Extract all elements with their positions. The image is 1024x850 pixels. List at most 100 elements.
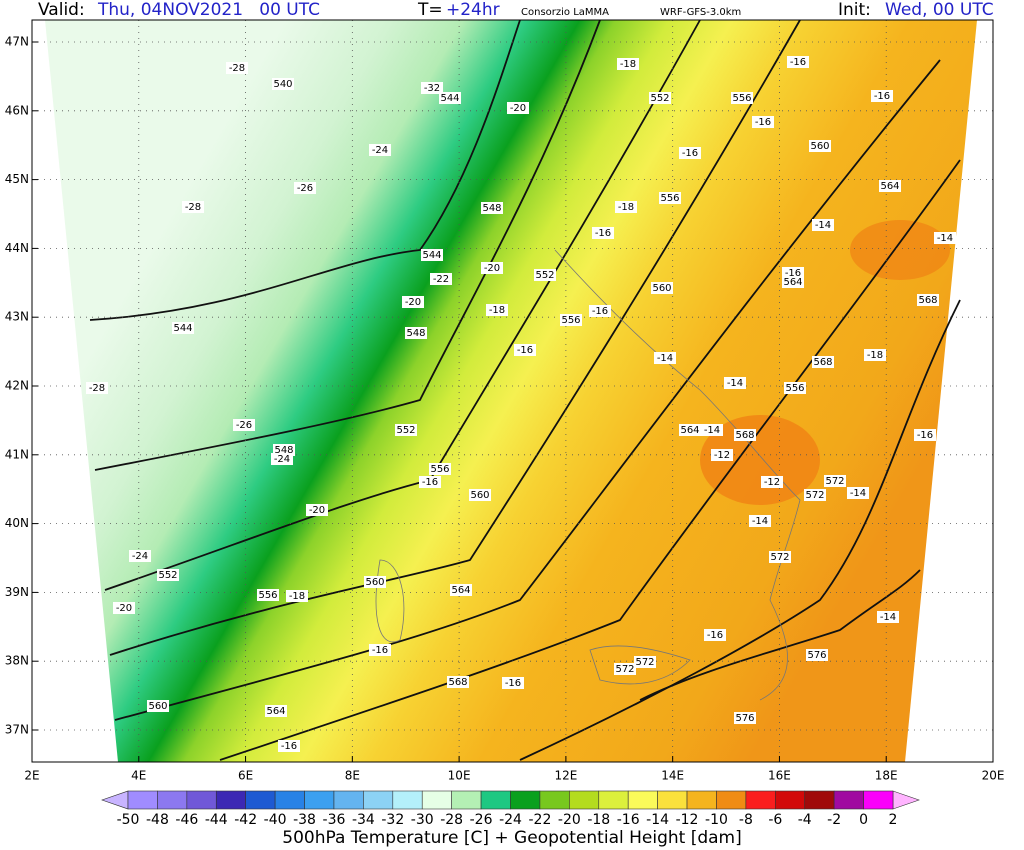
contour-label: 544 xyxy=(422,250,441,261)
contour-label: 572 xyxy=(805,490,824,501)
colorbar-box xyxy=(833,790,864,810)
colorbar-label: -22 xyxy=(528,812,551,828)
lon-label: 20E xyxy=(982,769,1005,783)
contour-label: 544 xyxy=(440,93,459,104)
contour-label: -16 xyxy=(592,306,608,317)
contour-label-bg xyxy=(481,202,503,214)
contour-label-bg xyxy=(429,463,451,475)
contour-label: 544 xyxy=(173,323,192,334)
contour-label: -20 xyxy=(116,603,132,614)
contour-label: 560 xyxy=(365,577,384,588)
contour-label-bg xyxy=(450,584,472,596)
axes: 47N 46N 45N 44N 43N 42N 41N 40N 39N 38N 37N 2E 4E 6E 8… xyxy=(5,35,1005,783)
contour-label: -24 xyxy=(274,454,290,465)
contour-label: -28 xyxy=(185,202,201,213)
contour-label: 540 xyxy=(273,79,292,90)
contour-label-bg xyxy=(257,589,279,601)
colorbar-box xyxy=(863,790,894,810)
contour-label: 556 xyxy=(561,315,580,326)
colorbar: 500hPa Temperature [C] + Geopotential He… xyxy=(101,790,920,848)
contour-label: 564 xyxy=(451,585,470,596)
lat-label: 46N xyxy=(5,103,29,117)
contour-label-bg xyxy=(847,487,869,499)
contour-label-bg xyxy=(864,349,886,361)
contour-label: -20 xyxy=(405,297,421,308)
contour-label: 572 xyxy=(825,476,844,487)
lead-label: T= xyxy=(417,0,443,20)
contour-label-bg xyxy=(421,249,443,261)
contour-label-bg xyxy=(447,676,469,688)
lon-label: 4E xyxy=(131,769,146,783)
colorbar-label: -8 xyxy=(739,812,753,828)
contour-label-bg xyxy=(294,182,316,194)
contour-label-bg xyxy=(711,449,733,461)
map-frame xyxy=(31,19,994,763)
contour-label: -16 xyxy=(682,148,698,159)
colorbar-label: -34 xyxy=(352,812,375,828)
contour-label: 564 xyxy=(266,706,285,717)
colorbar-label: -26 xyxy=(470,812,493,828)
contour-label-bg xyxy=(113,602,135,614)
contour-label-bg xyxy=(419,476,441,488)
contour-label: 556 xyxy=(258,590,277,601)
warm-spot xyxy=(850,220,950,280)
colorbar-label: -40 xyxy=(264,812,287,828)
colorbar-box xyxy=(510,790,541,810)
init-value: Wed, 00 UTC xyxy=(885,0,994,20)
contour-label-bg xyxy=(430,273,452,285)
colorbar-low-arrow xyxy=(101,790,129,810)
contour-label: -18 xyxy=(867,350,883,361)
contour-label-bg xyxy=(278,740,300,752)
lat-label: 45N xyxy=(5,172,29,186)
contour-label: -14 xyxy=(704,425,720,436)
colorbar-box xyxy=(598,790,629,810)
contour-label-bg xyxy=(651,282,673,294)
colorbar-box xyxy=(245,790,276,810)
contour-label-bg xyxy=(679,424,701,436)
contour-label: -16 xyxy=(505,678,521,689)
colorbar-title: 500hPa Temperature [C] + Geopotential He… xyxy=(282,828,742,848)
contour-label-bg xyxy=(272,78,294,90)
contour-label-bg xyxy=(879,180,901,192)
colorbar-box xyxy=(392,790,423,810)
lat-label: 38N xyxy=(5,654,29,668)
contour-label: 568 xyxy=(813,357,832,368)
contour-label: -16 xyxy=(785,268,801,279)
colorbar-label: -44 xyxy=(205,812,228,828)
contour-label-bg xyxy=(469,489,491,501)
valid-value: Thu, 04NOV2021 00 UTC xyxy=(97,0,320,20)
contour-label-bg xyxy=(871,90,893,102)
contour-line xyxy=(89,19,521,321)
contour-label: 568 xyxy=(918,295,937,306)
contour-label: 560 xyxy=(810,141,829,152)
colorbar-box xyxy=(686,790,717,810)
contour-label-bg xyxy=(654,352,676,364)
contour-label-bg xyxy=(704,629,726,641)
contour-label: 560 xyxy=(470,490,489,501)
contour-label: -32 xyxy=(424,83,440,94)
colorbar-high-arrow xyxy=(892,790,920,810)
contour-label: -26 xyxy=(297,183,313,194)
contour-label-bg xyxy=(507,102,529,114)
contour-label-bg xyxy=(402,296,424,308)
contour-label: 576 xyxy=(735,713,754,724)
contour-label: -16 xyxy=(707,630,723,641)
contour-label-bg xyxy=(589,305,611,317)
contour-label: -14 xyxy=(850,488,866,499)
colorbar-label: -42 xyxy=(234,812,257,828)
contour-label-bg xyxy=(534,269,556,281)
graticule xyxy=(32,20,993,762)
contour-label-bg xyxy=(787,56,809,68)
colorbar-label: -6 xyxy=(768,812,782,828)
contour-label-bg xyxy=(129,550,151,562)
colorbar-box xyxy=(804,790,835,810)
contour-label-bg xyxy=(592,227,614,239)
contour-label-bg xyxy=(812,356,834,368)
contour-label: -16 xyxy=(917,430,933,441)
contour-label: -14 xyxy=(752,516,768,527)
colorbar-label: -28 xyxy=(440,812,463,828)
coastline xyxy=(375,559,405,643)
lon-label: 18E xyxy=(875,769,898,783)
